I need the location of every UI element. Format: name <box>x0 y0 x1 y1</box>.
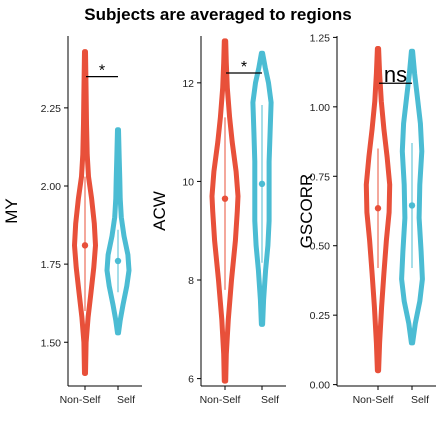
y-tick-label: 0.00 <box>310 380 331 392</box>
mean-point-non-self <box>81 242 89 249</box>
panel-0: 1.50 1.75 2.00 2.25 MY Non-Self Self * <box>2 36 142 406</box>
y-tick-label: 6 <box>188 374 194 386</box>
violin-non-self <box>209 38 241 384</box>
y-tick-label: 1.00 <box>310 102 331 114</box>
panel-2: 0.00 0.25 0.50 0.75 1.00 1.25 GSCORR Non-Self Se… <box>297 32 436 406</box>
y-tick-label: 2.00 <box>41 181 62 193</box>
violin-self <box>104 127 132 336</box>
x-tick-label: Self <box>117 394 135 406</box>
y-tick-label: 0.50 <box>310 241 331 253</box>
mean-point-self <box>408 202 416 209</box>
y-tick-label: 2.25 <box>41 103 62 115</box>
violin-self <box>399 48 425 346</box>
mean-point-non-self <box>221 195 229 202</box>
x-tick-label: Non-Self <box>60 394 101 406</box>
x-tick-label: Non-Self <box>353 394 394 406</box>
x-tick-label: Self <box>261 394 279 406</box>
y-axis-title: ACW <box>150 191 169 231</box>
y-tick-label: 1.25 <box>310 32 331 44</box>
panels-group: 1.50 1.75 2.00 2.25 MY Non-Self Self * 6 8 10 12 ACW… <box>2 32 436 406</box>
mean-point-self <box>114 257 122 265</box>
y-tick-label: 1.75 <box>41 259 62 271</box>
y-tick-label: 8 <box>188 275 194 287</box>
mean-point-self <box>258 180 266 188</box>
mean-point-non-self <box>374 205 382 212</box>
significance-label: ns <box>384 62 407 87</box>
y-axis-title: MY <box>2 198 21 224</box>
violin-self <box>250 50 274 327</box>
panel-1: 6 8 10 12 ACW Non-Self Self * <box>150 36 286 406</box>
figure-title: Subjects are averaged to regions <box>84 5 351 24</box>
y-tick-label: 0.75 <box>310 171 331 183</box>
y-tick-label: 12 <box>182 78 194 90</box>
y-tick-label: 1.50 <box>41 337 62 349</box>
x-tick-label: Self <box>411 394 429 406</box>
significance-label: * <box>241 59 247 76</box>
x-tick-label: Non-Self <box>200 394 241 406</box>
y-tick-label: 0.25 <box>310 310 331 322</box>
significance-label: * <box>99 63 105 80</box>
y-axis-title: GSCORR <box>297 174 316 249</box>
violin-non-self <box>72 49 98 376</box>
y-tick-label: 10 <box>182 176 194 188</box>
violin-non-self <box>363 46 393 374</box>
